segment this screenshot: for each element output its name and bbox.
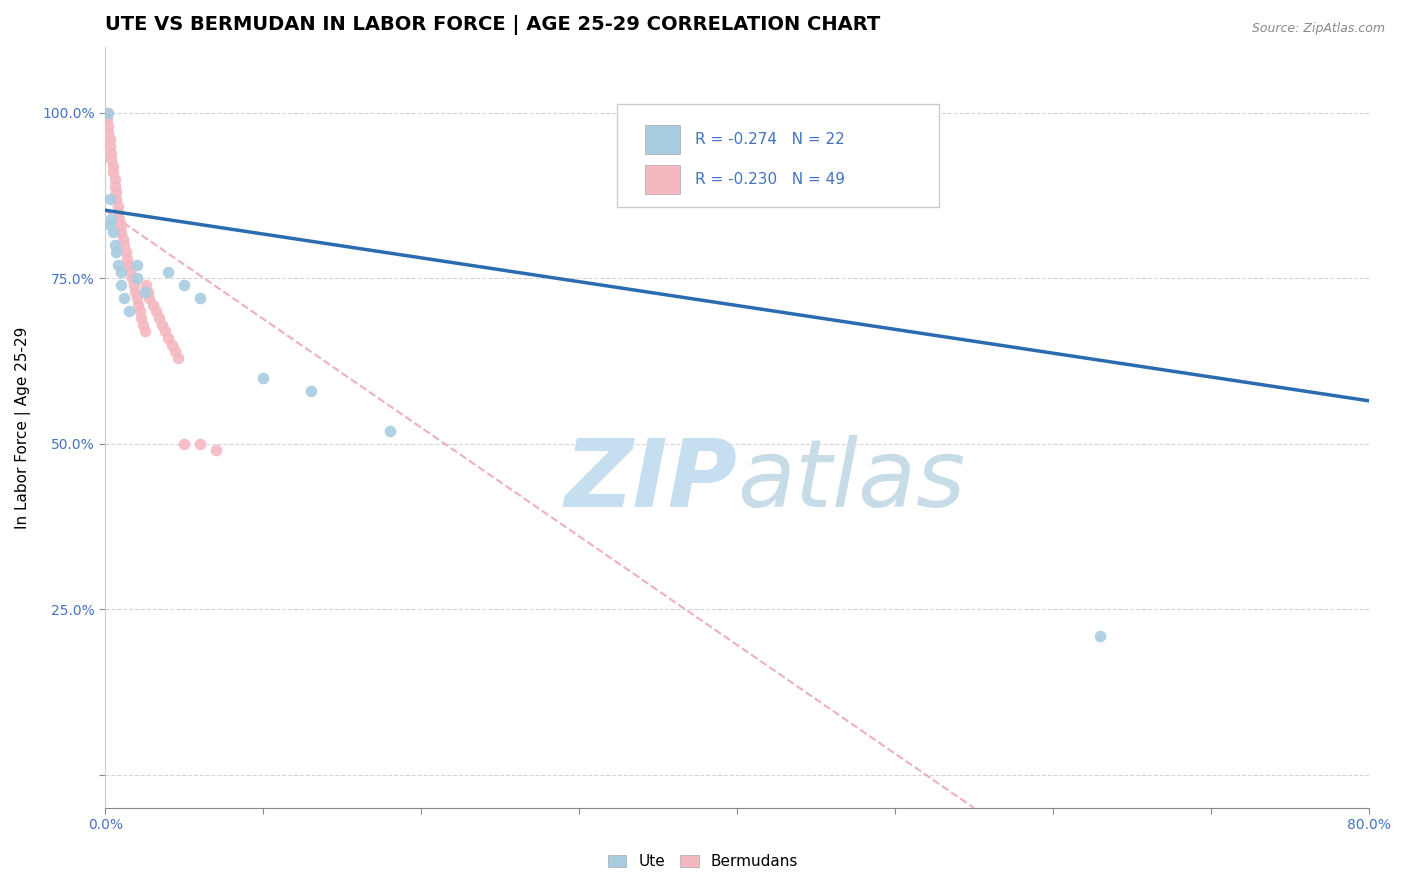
Text: UTE VS BERMUDAN IN LABOR FORCE | AGE 25-29 CORRELATION CHART: UTE VS BERMUDAN IN LABOR FORCE | AGE 25-… — [105, 15, 880, 35]
Point — [107, 258, 129, 272]
Point — [188, 437, 211, 451]
Point — [100, 152, 122, 166]
Point — [141, 298, 163, 312]
Point — [96, 106, 118, 120]
Point — [110, 219, 132, 233]
Text: R = -0.230   N = 49: R = -0.230 N = 49 — [696, 172, 845, 187]
Point — [160, 337, 183, 351]
Point — [153, 324, 176, 338]
Point — [101, 159, 124, 173]
Point — [101, 225, 124, 239]
Point — [173, 277, 195, 292]
Point — [166, 351, 188, 365]
Point — [104, 238, 127, 252]
Point — [299, 384, 322, 398]
Point — [108, 211, 131, 226]
Point — [114, 244, 136, 259]
Point — [378, 424, 401, 438]
Point — [118, 304, 141, 318]
Point — [105, 186, 128, 200]
Point — [98, 219, 121, 233]
Point — [136, 285, 159, 299]
Point — [132, 318, 155, 332]
Point — [163, 344, 186, 359]
Point — [98, 132, 121, 146]
Point — [125, 271, 148, 285]
Text: atlas: atlas — [737, 435, 966, 526]
Point — [97, 126, 120, 140]
Point — [104, 172, 127, 186]
Point — [100, 211, 122, 226]
Point — [118, 258, 141, 272]
Point — [101, 165, 124, 179]
Point — [98, 192, 121, 206]
FancyBboxPatch shape — [645, 125, 681, 153]
Point — [173, 437, 195, 451]
Point — [252, 370, 274, 384]
Point — [111, 232, 134, 246]
Point — [157, 265, 180, 279]
Point — [97, 119, 120, 133]
Point — [145, 304, 167, 318]
Point — [1090, 629, 1112, 643]
Point — [125, 291, 148, 305]
Point — [122, 277, 145, 292]
Point — [134, 324, 156, 338]
Point — [98, 139, 121, 153]
Point — [204, 443, 226, 458]
Point — [131, 311, 153, 326]
Point — [100, 145, 122, 160]
Point — [110, 277, 132, 292]
Point — [138, 291, 160, 305]
Point — [188, 291, 211, 305]
Point — [127, 298, 149, 312]
Text: Source: ZipAtlas.com: Source: ZipAtlas.com — [1251, 22, 1385, 36]
Text: ZIP: ZIP — [564, 434, 737, 526]
Point — [157, 331, 180, 345]
Point — [129, 304, 152, 318]
Point — [110, 225, 132, 239]
Text: R = -0.274   N = 22: R = -0.274 N = 22 — [696, 132, 845, 147]
Point — [110, 265, 132, 279]
Point — [105, 244, 128, 259]
Point — [96, 112, 118, 127]
Y-axis label: In Labor Force | Age 25-29: In Labor Force | Age 25-29 — [15, 326, 31, 529]
FancyBboxPatch shape — [617, 103, 939, 207]
Point — [134, 285, 156, 299]
Point — [121, 271, 143, 285]
Point — [107, 198, 129, 212]
Legend: Ute, Bermudans: Ute, Bermudans — [602, 848, 804, 875]
Point — [105, 192, 128, 206]
Point — [107, 205, 129, 219]
Point — [125, 258, 148, 272]
Point — [112, 291, 135, 305]
Point — [104, 178, 127, 193]
Point — [150, 318, 173, 332]
Point — [97, 106, 120, 120]
Point — [124, 285, 146, 299]
Point — [135, 277, 157, 292]
Point — [117, 252, 139, 266]
Point — [148, 311, 170, 326]
Point — [112, 238, 135, 252]
Point — [120, 265, 142, 279]
FancyBboxPatch shape — [645, 165, 681, 194]
